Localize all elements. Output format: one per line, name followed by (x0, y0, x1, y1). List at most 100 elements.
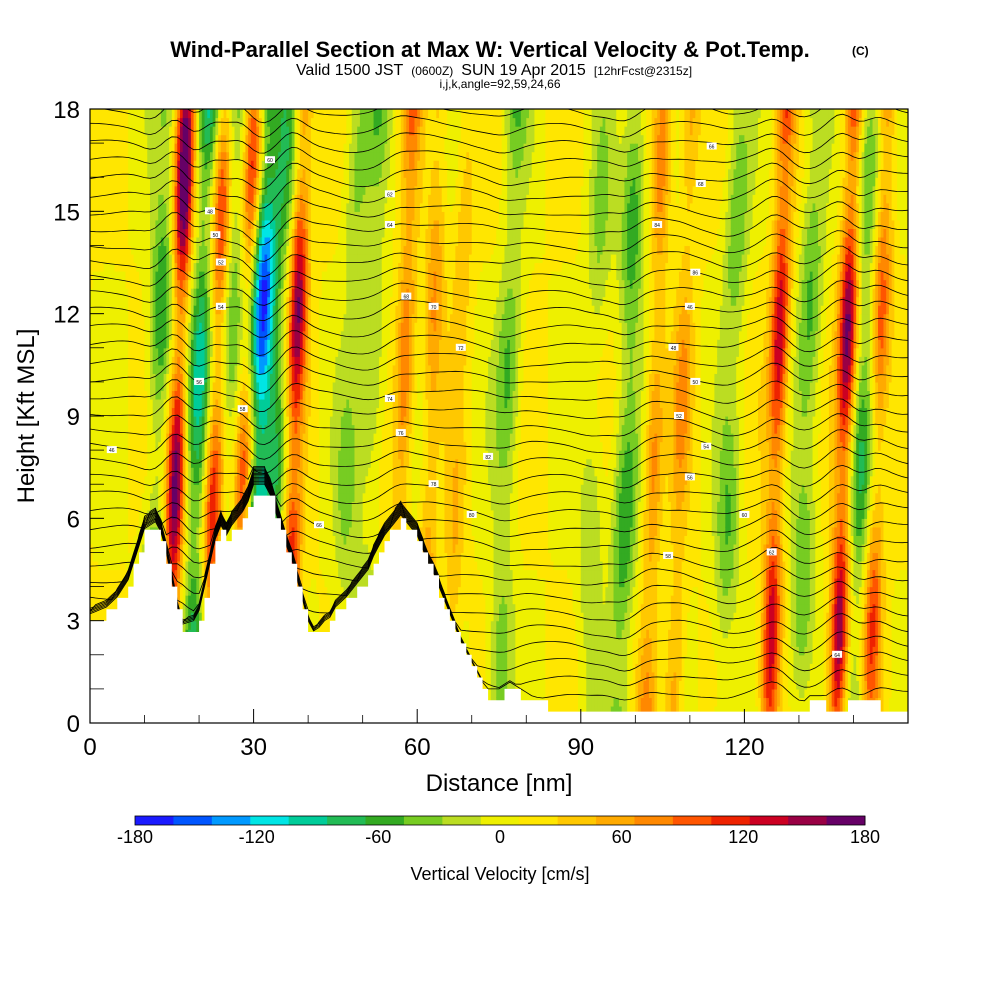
velocity-cell (106, 509, 110, 519)
velocity-cell (114, 390, 118, 400)
velocity-cell (136, 552, 140, 562)
velocity-cell (144, 407, 148, 417)
velocity-cell (141, 271, 146, 281)
velocity-cell (90, 526, 94, 536)
velocity-cell (122, 560, 127, 571)
velocity-cell (114, 313, 118, 323)
velocity-cell (92, 356, 97, 366)
velocity-cell (117, 569, 121, 579)
velocity-cell (147, 228, 151, 238)
velocity-cell (139, 211, 143, 221)
velocity-cell (106, 117, 110, 127)
velocity-cell (92, 313, 97, 323)
velocity-cell (117, 433, 121, 443)
velocity-cell (136, 160, 140, 170)
velocity-cell (92, 168, 97, 178)
velocity-cell (98, 271, 102, 281)
velocity-cell (144, 117, 148, 127)
velocity-cell (122, 288, 127, 298)
velocity-cell (114, 603, 118, 613)
velocity-cell (139, 185, 143, 195)
velocity-cell (119, 219, 124, 229)
velocity-cell (92, 586, 97, 596)
velocity-cell (128, 253, 132, 264)
velocity-cell (106, 484, 110, 494)
velocity-cell (90, 322, 94, 332)
velocity-cell (144, 492, 148, 502)
velocity-cell (92, 219, 97, 229)
velocity-cell (103, 381, 107, 392)
velocity-cell (133, 253, 137, 264)
velocity-cell (147, 381, 151, 392)
velocity-cell (136, 424, 140, 434)
velocity-cell (103, 595, 107, 605)
velocity-cell (125, 398, 129, 409)
velocity-cell (119, 202, 124, 212)
velocity-cell (92, 467, 97, 477)
velocity-cell (92, 484, 97, 494)
velocity-cell (95, 313, 99, 323)
velocity-cell (139, 441, 143, 451)
velocity-cell (106, 339, 110, 349)
velocity-cell (139, 509, 143, 519)
velocity-cell (133, 416, 137, 426)
velocity-cell (136, 211, 140, 221)
velocity-cell (98, 509, 102, 519)
velocity-cell (122, 450, 127, 460)
velocity-cell (133, 236, 137, 247)
velocity-cell (139, 407, 143, 417)
velocity-cell (114, 322, 118, 332)
velocity-cell (106, 262, 110, 272)
velocity-cell (90, 381, 94, 392)
velocity-cell (125, 134, 129, 144)
velocity-cell (141, 441, 146, 451)
velocity-cell (125, 373, 129, 383)
velocity-cell (90, 253, 94, 264)
velocity-cell (128, 433, 132, 443)
velocity-cell (92, 305, 97, 315)
velocity-cell (95, 202, 99, 212)
velocity-cell (119, 381, 124, 392)
velocity-cell (125, 450, 129, 460)
velocity-cell (141, 279, 146, 289)
velocity-cell (92, 509, 97, 519)
velocity-cell (147, 288, 151, 298)
velocity-cell (133, 407, 137, 417)
velocity-cell (106, 160, 110, 170)
velocity-cell (98, 543, 102, 554)
velocity-cell (119, 143, 124, 153)
velocity-cell (147, 424, 151, 434)
velocity-cell (144, 262, 148, 272)
velocity-cell (98, 219, 102, 229)
velocity-cell (92, 117, 97, 127)
velocity-cell (106, 271, 110, 281)
velocity-cell (130, 296, 135, 306)
velocity-cell (98, 526, 102, 536)
velocity-cell (98, 134, 102, 144)
velocity-cell (100, 441, 105, 451)
velocity-cell (92, 373, 97, 383)
velocity-cell (103, 424, 107, 434)
velocity-cell (106, 296, 110, 306)
velocity-cell (139, 288, 143, 298)
velocity-cell (130, 202, 135, 212)
velocity-cell (133, 202, 137, 212)
velocity-cell (122, 126, 127, 136)
velocity-cell (111, 552, 116, 562)
velocity-cell (125, 322, 129, 332)
velocity-cell (95, 552, 99, 562)
velocity-cell (98, 262, 102, 272)
velocity-cell (100, 211, 105, 221)
velocity-cell (122, 134, 127, 144)
velocity-cell (119, 586, 124, 596)
velocity-cell (119, 168, 124, 178)
velocity-cell (136, 339, 140, 349)
velocity-cell (128, 484, 132, 494)
velocity-cell (130, 578, 135, 588)
velocity-cell (128, 305, 132, 315)
velocity-cell (109, 313, 113, 323)
velocity-cell (90, 390, 94, 400)
velocity-cell (98, 296, 102, 306)
velocity-cell (136, 168, 140, 178)
velocity-cell (95, 279, 99, 289)
